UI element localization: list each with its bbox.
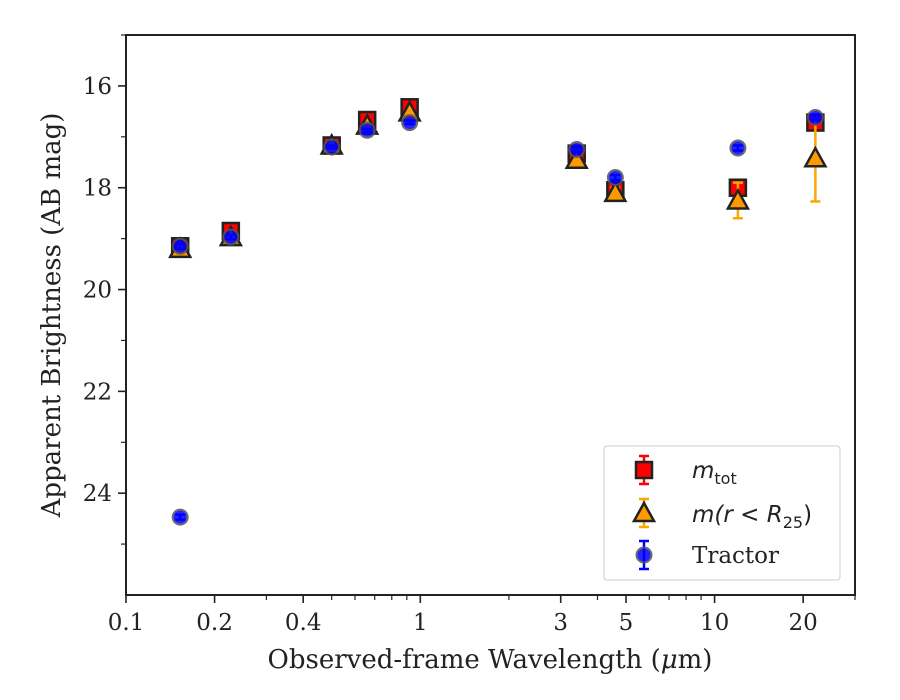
legend-tractor-marker	[635, 546, 653, 564]
tractor-point	[806, 108, 824, 126]
y-tick-label: 16	[83, 74, 112, 100]
x-tick-label: 5	[619, 610, 634, 636]
x-axis-title: Observed-frame Wavelength (μm)	[268, 645, 713, 675]
x-tick-label: 3	[553, 610, 568, 636]
m-r25-point	[803, 145, 828, 168]
tractor-point	[222, 228, 240, 246]
m-r25-point	[725, 187, 751, 210]
legend-m-r25-marker	[631, 500, 657, 523]
tractor-point	[323, 138, 341, 156]
y-axis-title: Apparent Brightness (AB mag)	[37, 113, 67, 519]
m-r25-point	[603, 180, 628, 203]
x-tick-label: 0.1	[108, 610, 145, 636]
legend-marks	[631, 454, 657, 571]
x-tick-label: 0.2	[196, 610, 233, 636]
legend-box	[603, 445, 841, 581]
legend: mtot m(r < R25) Tractor	[603, 445, 841, 581]
series-m-tot	[170, 98, 825, 256]
y-tick-label: 20	[83, 278, 112, 304]
y-tick-label: 18	[83, 176, 112, 202]
tractor-point	[171, 237, 189, 255]
chart-marks	[168, 98, 828, 526]
plot-frame	[125, 34, 856, 596]
series-m-r25	[168, 99, 828, 259]
tractor-point	[358, 121, 376, 139]
y-tick-label: 24	[83, 481, 112, 507]
legend-label-m-r25: m(r < R25)	[692, 502, 812, 532]
legend-label-tractor: Tractor	[692, 543, 779, 569]
series-tractor	[171, 108, 824, 526]
axis-ticks: 0.1 0.2 0.4 1 3 5 10 20 16 18 20 22 24	[83, 34, 856, 636]
y-tick-label: 22	[83, 379, 112, 405]
legend-m-tot-marker	[634, 460, 654, 480]
tractor-point	[568, 141, 586, 159]
x-tick-label: 20	[789, 610, 818, 636]
x-tick-label: 0.4	[285, 610, 322, 636]
tractor-point	[606, 169, 624, 187]
tractor-point	[401, 114, 419, 132]
m-r25-point	[564, 147, 589, 169]
x-tick-label: 10	[700, 610, 729, 636]
x-tick-label: 1	[413, 610, 428, 636]
tractor-point	[729, 139, 747, 157]
tractor-point	[171, 508, 189, 526]
legend-label-m-tot: mtot	[692, 458, 737, 488]
